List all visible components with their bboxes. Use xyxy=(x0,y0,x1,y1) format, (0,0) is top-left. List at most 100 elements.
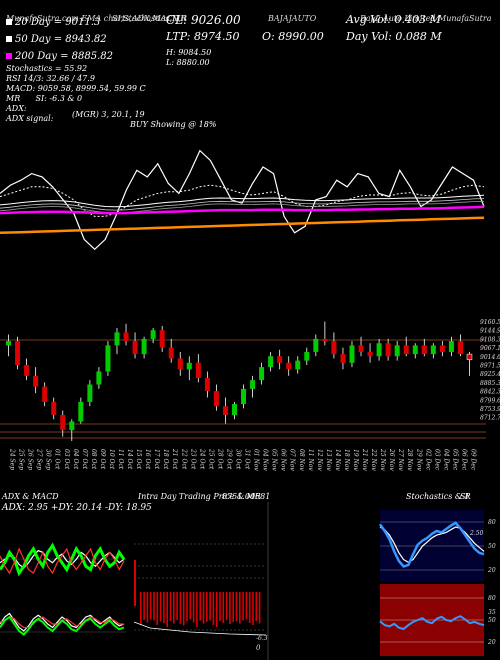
mr-text: MR xyxy=(6,94,21,103)
adx-signal-row: ADX signal: xyxy=(6,114,146,124)
mrsi-price-line xyxy=(133,621,267,636)
adx-macd-subtitle: ADX: 2.95 +DY: 20.14 -DY: 18.95 xyxy=(2,503,152,513)
date-tick-49: 05 Dec xyxy=(451,449,458,471)
date-tick-35: 13 Nov xyxy=(325,449,332,471)
stoch-tick-1: 50 xyxy=(488,543,496,550)
mrsi-bar-9 xyxy=(169,592,172,621)
dma200-swatch xyxy=(6,53,12,59)
mrsi-zero-label: 0 xyxy=(256,644,261,652)
candle-body-5 xyxy=(51,401,57,415)
dma50-text: 50 Day = 8943.82 xyxy=(15,34,107,45)
rsi-text: RSI 14/3: 32.66 / 47.9 xyxy=(6,74,95,83)
candle-body-16 xyxy=(150,330,156,339)
candle-body-49 xyxy=(448,341,454,352)
ema-series-3 xyxy=(0,205,485,215)
date-tick-9: 08 Oct xyxy=(90,449,97,470)
candle-body-28 xyxy=(259,367,265,381)
date-tick-10: 09 Oct xyxy=(99,449,106,470)
stoch-tick-2: 20 xyxy=(487,567,496,574)
candle-body-35 xyxy=(322,338,328,342)
date-tick-4: 30 Sep xyxy=(45,449,52,470)
macd-text: MACD: 9059.58, 8999.54, 59.99 C xyxy=(6,84,146,93)
price-chart: 24 Sep 25 Sep 26 Sep 27 Sep 30 Sep 01 Oct 03 O… xyxy=(0,319,500,471)
candle-body-46 xyxy=(421,345,427,355)
stoch-d-line xyxy=(379,526,485,563)
date-tick-15: 16 Oct xyxy=(144,449,151,470)
candle-body-6 xyxy=(60,414,66,431)
candle-body-47 xyxy=(430,345,436,355)
mrsi-bar-8 xyxy=(166,592,168,627)
candle-body-11 xyxy=(105,345,111,372)
date-tick-20: 23 Oct xyxy=(189,448,196,470)
mrsi-bar-7 xyxy=(163,592,165,623)
adx-macd-chart xyxy=(0,514,126,660)
ema-chart xyxy=(0,149,485,250)
mrsi-bar-6 xyxy=(159,592,162,622)
mrsi-bar-4 xyxy=(153,592,155,621)
date-tick-21: 24 Oct xyxy=(198,448,205,470)
mrsi-bar-2 xyxy=(146,592,149,623)
price-y-tick-5: 8971.56 xyxy=(480,363,500,370)
open-text: O: 8990.00 xyxy=(262,30,324,43)
candle-body-51 xyxy=(466,353,473,361)
date-tick-39: 21 Nov xyxy=(361,448,368,471)
candle-body-37 xyxy=(340,354,346,363)
date-tick-27: 01 Nov xyxy=(253,449,260,471)
ema-series-extra-b xyxy=(0,200,485,214)
ema-series-2 xyxy=(0,194,485,208)
candle-body-36 xyxy=(331,341,337,355)
indicators-label: MunafaSutra.com EMA charts,ADX,MACD,R xyxy=(6,14,188,23)
mrsi-bar-5 xyxy=(156,592,159,625)
stoch-value-label: 2.50 xyxy=(469,530,484,537)
candle-body-23 xyxy=(213,391,219,407)
ema-series-4 xyxy=(0,216,485,235)
date-tick-30: 06 Nov xyxy=(280,449,287,471)
dma20-text: 20 Day = 9011.3 xyxy=(15,17,101,28)
mrsi-bar-19 xyxy=(202,592,205,624)
price-y-tick-4: 9014.63 xyxy=(480,354,500,361)
date-tick-45: 29 Nov xyxy=(415,448,422,471)
dma200-row: 200 Day = 8885.82 xyxy=(6,52,146,62)
candle-body-27 xyxy=(250,380,256,389)
date-tick-24: 29 Oct xyxy=(225,448,232,470)
date-tick-46: 02 Dec xyxy=(424,449,431,471)
dma20-swatch xyxy=(6,19,12,25)
date-tick-1: 25 Sep xyxy=(18,448,25,470)
mrsi-bar-20 xyxy=(206,592,208,622)
candle-body-10 xyxy=(96,371,102,385)
adx-signal-text: ADX signal: xyxy=(6,114,54,123)
candle-body-33 xyxy=(304,351,310,361)
date-tick-6: 03 Oct xyxy=(63,449,70,470)
date-tick-47: 03 Dec xyxy=(433,449,440,471)
mrsi-bar-25 xyxy=(222,592,225,623)
ema-series-0 xyxy=(0,149,485,250)
dma50-swatch xyxy=(6,36,12,42)
candle-body-8 xyxy=(78,401,84,422)
candle-body-29 xyxy=(268,356,274,368)
date-tick-37: 18 Nov xyxy=(343,449,350,471)
price-y-tick-1: 9144.93 xyxy=(480,328,500,335)
date-tick-14: 15 Oct xyxy=(135,449,142,470)
candle-body-19 xyxy=(177,358,183,370)
candle-body-38 xyxy=(349,345,355,363)
candle-body-31 xyxy=(286,362,292,370)
date-tick-3: 27 Sep xyxy=(36,448,43,470)
date-tick-18: 21 Oct xyxy=(171,448,178,470)
date-tick-19: 22 Oct xyxy=(180,448,187,470)
date-tick-29: 05 Nov xyxy=(271,449,278,471)
rsi-tick-2: 20 xyxy=(487,639,496,646)
mrsi-bar-34 xyxy=(252,592,254,625)
macd-line xyxy=(0,612,125,632)
candle-body-30 xyxy=(277,356,283,363)
adx-bg xyxy=(0,514,126,660)
stoch-tick-0: 80 xyxy=(488,519,496,526)
price-y-tick-7: 8885.3 xyxy=(480,380,500,387)
price-y-tick-2: 9108.36 xyxy=(480,336,500,343)
date-tick-50: 06 Dec xyxy=(460,449,467,471)
date-tick-25: 30 Oct xyxy=(234,449,241,470)
si-text: SI: -6.3 & 0 xyxy=(35,94,83,103)
candle-body-3 xyxy=(33,375,39,387)
mrsi-bar-28 xyxy=(232,592,234,622)
mrsi-bar-36 xyxy=(258,592,261,624)
date-tick-48: 04 Dec xyxy=(442,449,449,471)
